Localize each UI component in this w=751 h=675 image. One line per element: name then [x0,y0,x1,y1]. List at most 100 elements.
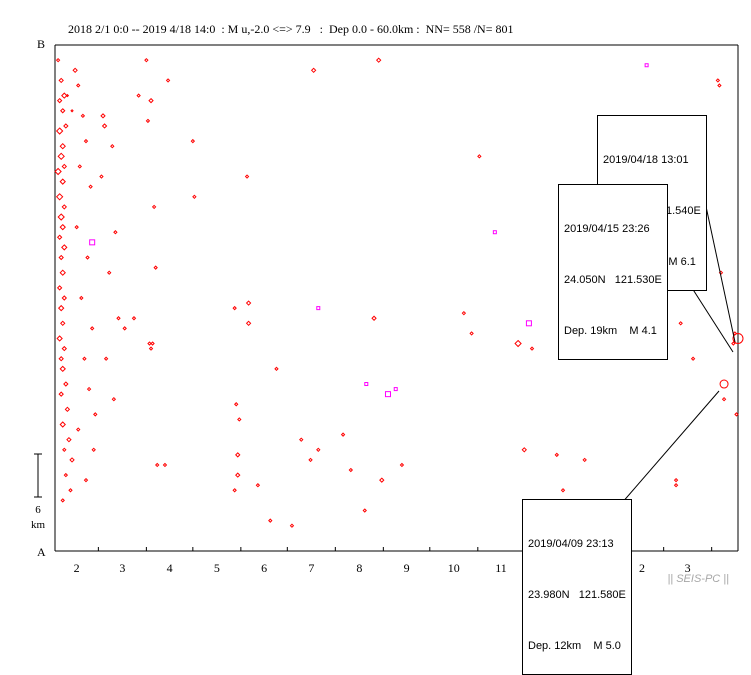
event-marker [461,310,467,316]
event-marker [721,396,727,402]
event-marker [731,341,736,346]
event-marker [308,457,313,463]
x-tick-label: 8 [356,561,362,575]
event-marker [113,230,118,235]
event-marker [162,462,168,468]
event-marker [255,483,261,488]
scale-bar-value: 6 [35,504,41,516]
x-tick-label: 2 [639,561,645,575]
event-marker-recent [393,387,398,392]
event-marker-recent [644,63,649,68]
event-marker [69,457,75,463]
event-marker [245,320,252,327]
leader-line [620,390,720,505]
event-marker [316,447,321,453]
event-marker [56,335,63,342]
event-marker [61,204,67,210]
event-marker [348,467,354,473]
event-marker [131,316,137,321]
callout-detail: Dep. 12km M 5.0 [528,640,621,652]
event-marker [268,518,273,523]
event-marker [59,223,66,231]
event-marker [54,167,62,176]
x-tick-label: 4 [167,561,173,575]
event-marker [110,143,115,149]
event-marker [399,462,405,468]
event-marker [58,77,64,84]
event-marker [101,123,108,129]
event-marker [310,67,317,74]
event-marker [678,321,683,326]
event-marker [106,270,112,275]
event-marker-recent [525,320,532,327]
x-tick-label: 3 [685,561,691,575]
event-marker [190,138,196,144]
event-marker [61,295,67,301]
event-marker [80,113,86,119]
event-marker [72,67,78,74]
callout-datetime: 2019/04/15 23:26 [564,223,650,235]
event-marker [274,366,279,372]
event-marker [89,326,95,331]
event-marker [245,300,252,306]
event-marker [122,326,127,331]
chart-header: 2018 2/1 0:0 -- 2019 4/18 14:0 : M u,-2.… [68,22,514,36]
event-marker [63,123,69,129]
event-marker [64,406,71,413]
event-marker [690,356,696,361]
event-marker [362,508,367,513]
event-marker [58,356,64,362]
event-marker [59,142,66,150]
event-marker [244,174,250,179]
event-marker [673,477,679,483]
event-marker [74,224,79,230]
event-marker [136,93,141,98]
event-marker-recent [89,239,96,246]
event-marker [86,386,92,392]
event-marker [60,498,65,503]
event-marker [82,356,87,361]
callout-location: 24.050N 121.530E [564,274,662,286]
event-marker [57,304,65,312]
x-tick-label: 2 [74,561,80,575]
event-marker [717,83,722,88]
event-marker [165,78,171,83]
profile-end-a: A [37,545,46,559]
event-marker [56,234,63,240]
event-marker [99,174,104,179]
event-marker [61,92,68,99]
event-marker [79,295,84,301]
event-marker [61,244,68,251]
event-marker [469,331,474,336]
event-marker [147,341,152,346]
event-marker-recent [492,230,497,235]
event-marker [56,285,63,291]
event-marker [734,412,739,417]
event-marker [379,477,385,483]
event-marker [93,412,98,417]
event-marker [514,339,522,348]
event-marker [83,138,89,144]
event-marker [521,447,527,453]
event-marker [57,213,65,221]
event-marker [111,396,117,402]
event-marker [76,427,81,432]
event-marker [148,97,154,104]
event-marker [340,432,346,437]
event-marker [371,315,377,321]
event-marker [55,127,64,135]
event-marker [68,488,73,493]
event-marker [232,305,237,311]
x-tick-label: 5 [214,561,220,575]
event-marker [60,320,66,327]
event-marker [88,184,93,189]
event-callout: 2019/04/15 23:26 24.050N 121.530E Dep. 1… [558,184,668,360]
event-marker [56,97,63,104]
event-marker [233,402,239,407]
event-marker [289,523,295,528]
scale-bar [34,453,42,498]
event-marker [77,164,82,169]
event-marker [59,178,66,185]
event-marker [59,365,66,373]
event-marker [65,93,70,98]
